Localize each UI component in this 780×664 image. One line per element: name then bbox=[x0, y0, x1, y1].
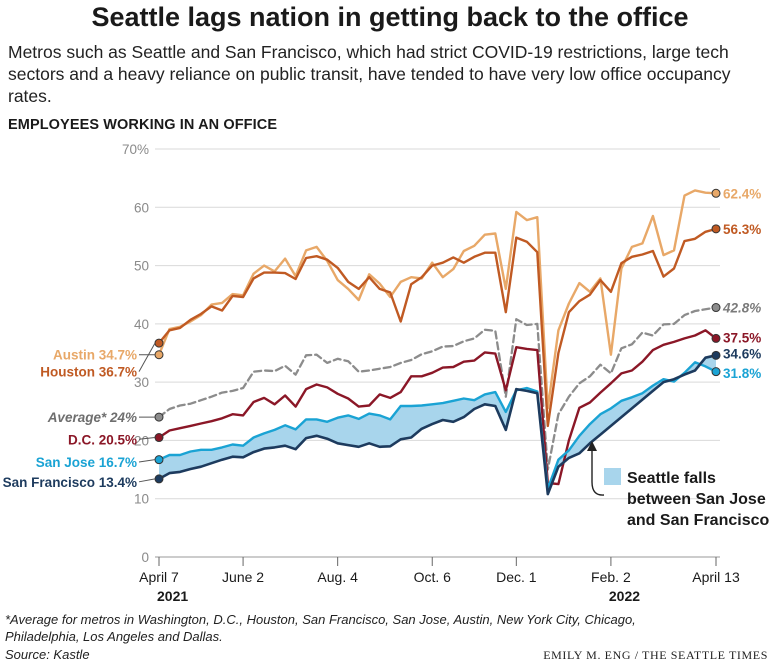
start-dot bbox=[154, 412, 164, 422]
start-label: San Jose 16.7% bbox=[36, 455, 137, 470]
start-dot bbox=[154, 338, 164, 348]
credit-line: EMILY M. ENG / THE SEATTLE TIMES bbox=[543, 648, 768, 662]
y-tick-label: 30 bbox=[134, 375, 149, 390]
x-tick-label: Feb. 2 bbox=[591, 569, 631, 585]
series-line-d-c bbox=[157, 329, 718, 486]
series-line-average bbox=[157, 306, 718, 471]
series-line-houston bbox=[157, 227, 718, 428]
x-tick-label: Oct. 6 bbox=[414, 569, 452, 585]
band-legend-text: Seattle falls bbox=[627, 470, 716, 487]
band-legend-swatch bbox=[604, 468, 621, 485]
start-leader bbox=[138, 478, 156, 483]
series-line-austin bbox=[157, 189, 718, 410]
end-label: 34.6% bbox=[723, 347, 761, 362]
end-dot bbox=[711, 188, 721, 198]
start-leader bbox=[138, 342, 156, 372]
x-tick-label: Aug. 4 bbox=[317, 569, 358, 585]
start-dot bbox=[154, 455, 164, 465]
end-label: 56.3% bbox=[723, 222, 761, 237]
x-tick-label: April 13 bbox=[692, 569, 740, 585]
y-tick-label: 20 bbox=[134, 433, 149, 448]
shaded-band bbox=[159, 355, 716, 495]
band-legend-pointer bbox=[591, 446, 605, 496]
start-leader bbox=[138, 459, 156, 463]
x-tick-label: Dec. 1 bbox=[496, 569, 537, 585]
band-legend-arrowhead bbox=[587, 441, 597, 451]
end-dot bbox=[711, 303, 721, 313]
subhead: Metros such as Seattle and San Francisco… bbox=[8, 42, 731, 106]
start-label: Austin 34.7% bbox=[53, 348, 137, 363]
label-layer: Austin 34.7% 62.4% Houston 36.7% 56.3% Avera… bbox=[3, 186, 762, 490]
start-label: Houston 36.7% bbox=[40, 365, 137, 380]
y-tick-label: 0 bbox=[141, 550, 149, 565]
end-dot bbox=[711, 350, 721, 360]
series-line-san-francisco bbox=[157, 354, 718, 496]
band-legend-text: and San Francisco bbox=[627, 512, 769, 529]
source-note: Source: Kastle bbox=[5, 647, 90, 662]
end-dot bbox=[711, 224, 721, 234]
start-label: San Francisco 13.4% bbox=[3, 475, 137, 490]
band-legend-text: between San Jose bbox=[627, 491, 766, 508]
band-legend: Seattle falls between San Jose and San Fra… bbox=[587, 441, 769, 529]
series-line-san-jose bbox=[157, 361, 718, 490]
x-tick-label: April 7 bbox=[139, 569, 179, 585]
y-tick-label: 40 bbox=[134, 317, 149, 332]
year-label: 2022 bbox=[609, 588, 640, 604]
series-layer bbox=[157, 189, 718, 496]
grid-layer: 0 10 20 30 40 50 60 70% bbox=[122, 142, 720, 565]
end-dot bbox=[711, 333, 721, 343]
start-label: D.C. 20.5% bbox=[68, 432, 137, 447]
start-label: Average* 24% bbox=[47, 410, 137, 425]
line-chart: 0 10 20 30 40 50 60 70% April 7 June 2 Aug. 4 Oct.… bbox=[3, 142, 770, 604]
section-label: EMPLOYEES WORKING IN AN OFFICE bbox=[8, 117, 278, 133]
y-tick-label: 10 bbox=[134, 492, 149, 507]
x-tick-label: June 2 bbox=[222, 569, 264, 585]
band-layer bbox=[159, 355, 716, 495]
y-tick-label: 70% bbox=[122, 142, 149, 157]
start-dot bbox=[154, 350, 164, 360]
headline: Seattle lags nation in getting back to t… bbox=[91, 2, 689, 32]
end-label: 42.8% bbox=[722, 301, 761, 316]
end-label: 37.5% bbox=[723, 330, 761, 345]
end-label: 62.4% bbox=[723, 186, 761, 201]
end-label: 31.8% bbox=[723, 366, 761, 381]
x-axis: April 7 June 2 Aug. 4 Oct. 6 Dec. 1 Feb. 2 Apr… bbox=[139, 557, 740, 604]
start-dot bbox=[154, 474, 164, 484]
start-dot bbox=[154, 433, 164, 443]
y-tick-label: 60 bbox=[134, 200, 149, 215]
end-dot bbox=[711, 367, 721, 377]
start-leader bbox=[138, 437, 156, 440]
footnote: *Average for metros in Washington, D.C.,… bbox=[5, 612, 636, 644]
year-label: 2021 bbox=[157, 588, 188, 604]
y-tick-label: 50 bbox=[134, 259, 149, 274]
